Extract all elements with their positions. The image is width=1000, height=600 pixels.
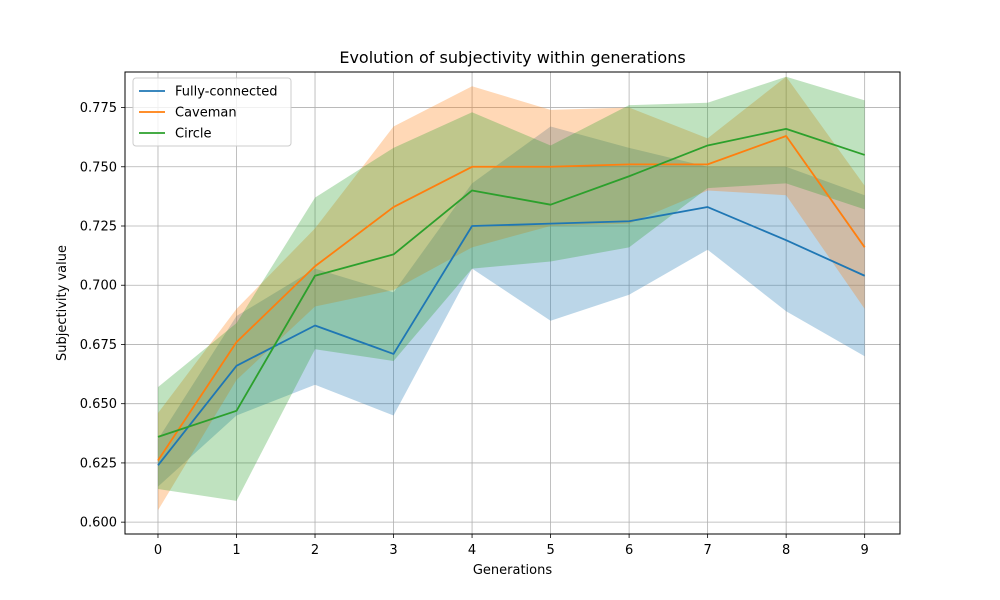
plot-area-frame bbox=[124, 71, 901, 535]
x-tick-label: 7 bbox=[703, 543, 711, 558]
grid bbox=[125, 72, 900, 534]
x-tick-label: 3 bbox=[389, 543, 397, 558]
line-fully-connected bbox=[157, 206, 866, 466]
x-tick-label: 8 bbox=[782, 543, 790, 558]
legend-label: Caveman bbox=[175, 106, 237, 121]
chart-title: Evolution of subjectivity within generat… bbox=[339, 48, 685, 67]
y-tick-label: 0.675 bbox=[80, 338, 117, 353]
y-axis-title: Subjectivity value bbox=[55, 245, 70, 361]
x-axis-title: Generations bbox=[473, 563, 553, 578]
line-circle bbox=[157, 127, 865, 438]
y-tick-label: 0.750 bbox=[80, 160, 117, 175]
legend-box bbox=[132, 77, 292, 147]
y-tick-label: 0.600 bbox=[80, 516, 117, 531]
axis-ticks: 0 1 2 3 4 5 6 7 8 9 0.600 0.625 0.650 0.675 0.700 0.725… bbox=[80, 101, 869, 558]
y-tick-label: 0.700 bbox=[80, 279, 117, 294]
confidence-bands bbox=[157, 76, 865, 511]
x-tick-label: 4 bbox=[468, 543, 476, 558]
y-tick-label: 0.775 bbox=[80, 101, 117, 116]
legend-label: Circle bbox=[175, 127, 212, 142]
x-tick-label: 0 bbox=[154, 543, 162, 558]
x-tick-label: 1 bbox=[232, 543, 240, 558]
x-tick-label: 6 bbox=[625, 543, 633, 558]
series-lines bbox=[157, 127, 866, 466]
legend-label: Fully-connected bbox=[175, 85, 277, 100]
band-caveman bbox=[157, 76, 865, 511]
line-caveman bbox=[157, 135, 866, 462]
x-tick-label: 2 bbox=[311, 543, 319, 558]
y-tick-label: 0.725 bbox=[80, 220, 117, 235]
x-tick-label: 9 bbox=[861, 543, 869, 558]
band-fully-connected bbox=[157, 126, 865, 487]
y-tick-label: 0.625 bbox=[80, 456, 117, 471]
legend: Fully-connected Caveman Circle bbox=[132, 77, 292, 147]
band-circle bbox=[157, 76, 865, 501]
x-tick-label: 5 bbox=[546, 543, 554, 558]
y-tick-label: 0.650 bbox=[80, 397, 117, 412]
